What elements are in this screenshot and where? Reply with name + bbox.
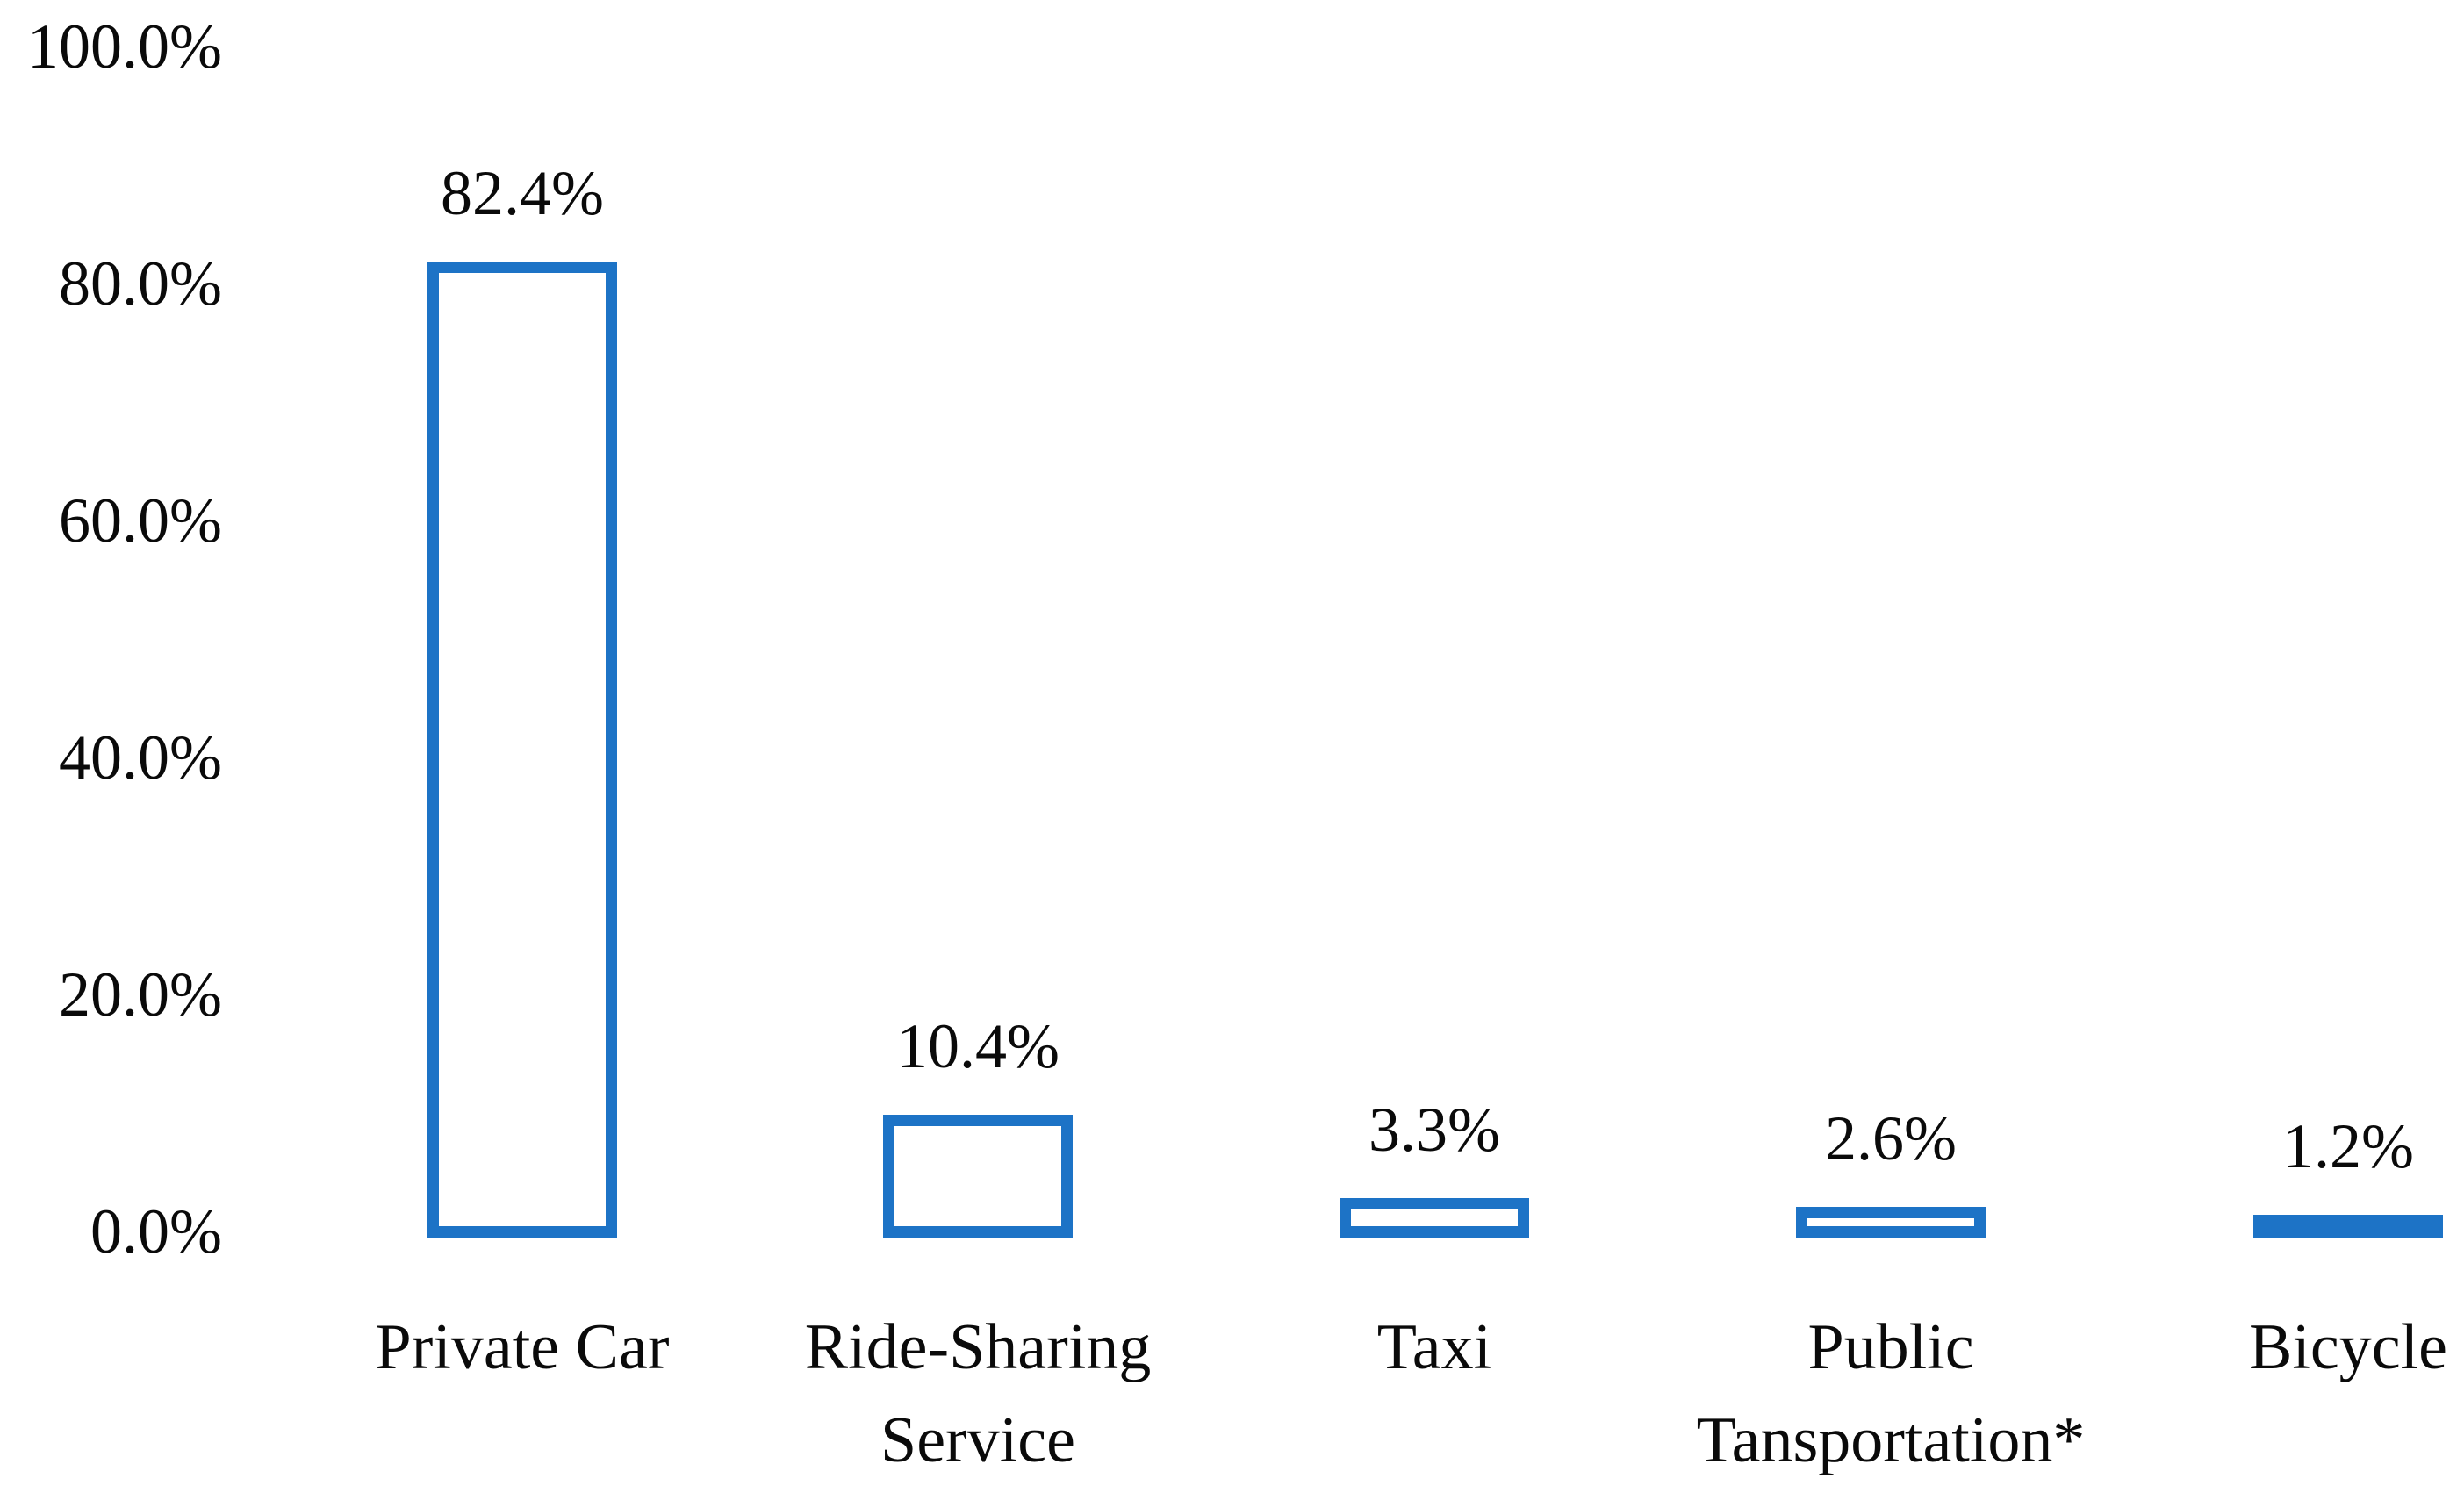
data-label-taxi: 3.3% (1368, 1095, 1500, 1166)
category-label-public-transportation: Public Tansportation* (1696, 1311, 2086, 1476)
category-label-taxi: Taxi (1376, 1311, 1492, 1383)
bar-taxi (1340, 1198, 1529, 1238)
bar-private-car (427, 261, 617, 1238)
y-tick-label-0: 0.0% (90, 1196, 222, 1267)
bar-group-ride-sharing-service: 10.4% Ride-Sharing Service (750, 0, 1206, 1493)
bar-ride-sharing-service (883, 1114, 1073, 1238)
bar-group-bicycle: 1.2% Bicycle (2120, 0, 2464, 1493)
bar-group-public-transportation: 2.6% Public Tansportation* (1663, 0, 2119, 1493)
category-label-private-car: Private Car (375, 1311, 670, 1383)
y-tick-label-60: 60.0% (59, 485, 222, 556)
category-label-ride-sharing-service: Ride-Sharing Service (804, 1311, 1152, 1476)
bar-public-transportation (1796, 1206, 1986, 1238)
category-label-bicycle: Bicycle (2248, 1311, 2447, 1383)
data-label-public-transportation: 2.6% (1825, 1102, 1957, 1174)
y-tick-label-80: 80.0% (59, 248, 222, 319)
y-tick-label-100: 100.0% (27, 11, 222, 82)
bar-group-private-car: 82.4% Private Car (294, 0, 751, 1493)
bar-group-taxi: 3.3% Taxi (1206, 0, 1663, 1493)
data-label-ride-sharing-service: 10.4% (896, 1010, 1060, 1081)
data-label-bicycle: 1.2% (2282, 1111, 2414, 1181)
bar-bicycle (2253, 1215, 2443, 1238)
y-tick-label-20: 20.0% (59, 959, 222, 1030)
data-label-private-car: 82.4% (441, 157, 604, 228)
y-tick-label-40: 40.0% (59, 722, 222, 793)
